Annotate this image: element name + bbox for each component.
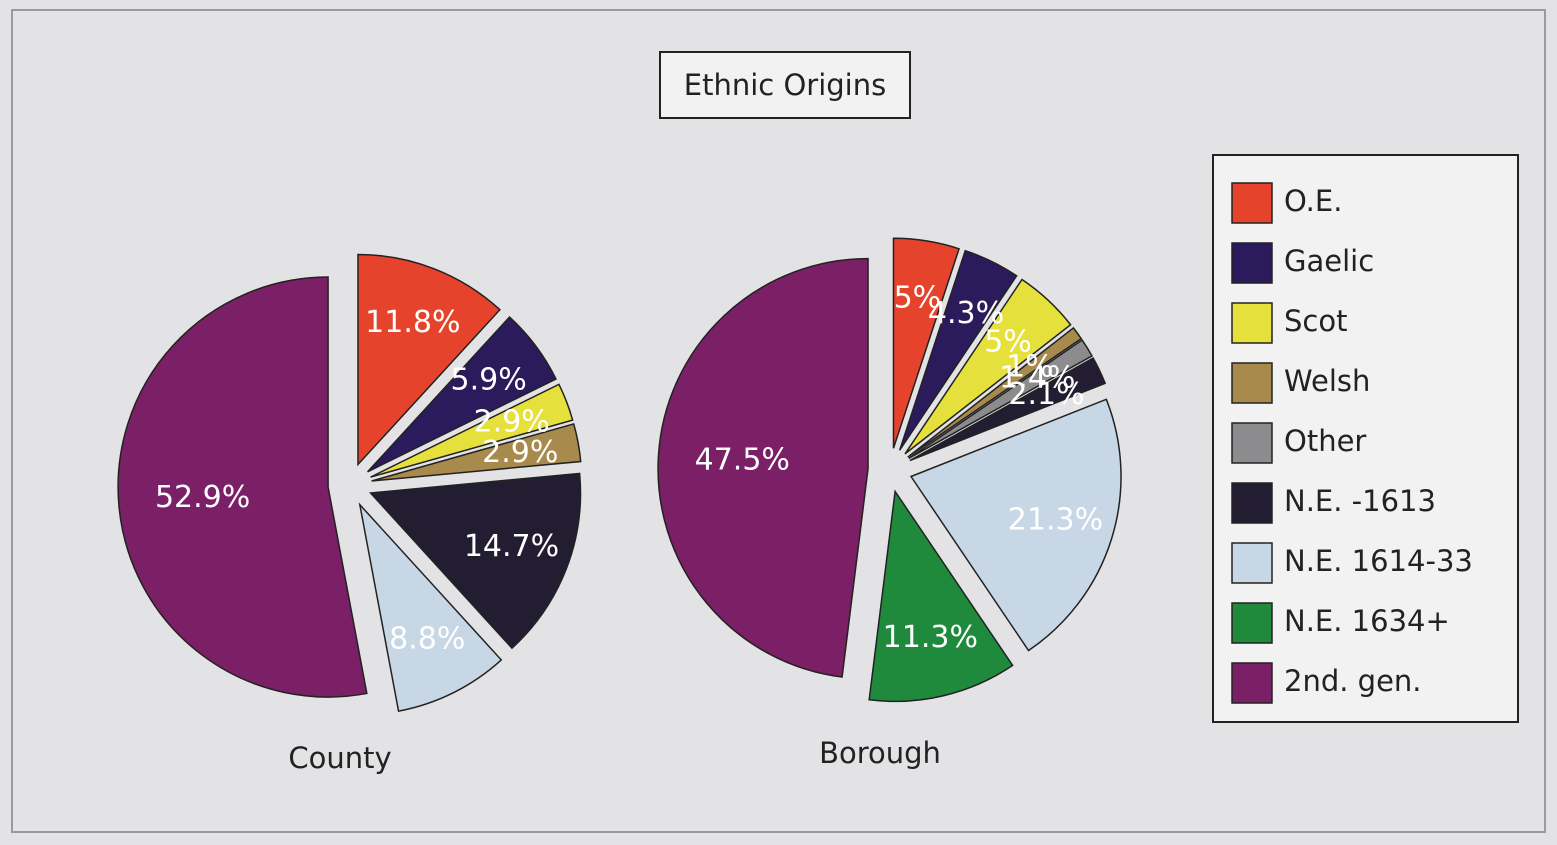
legend-swatch bbox=[1231, 182, 1273, 224]
legend-label: N.E. -1613 bbox=[1284, 484, 1436, 518]
chart-title: Ethnic Origins bbox=[684, 68, 886, 102]
legend-label: Welsh bbox=[1284, 364, 1370, 398]
data-label: 5.9% bbox=[450, 363, 526, 398]
data-label: 4.3% bbox=[928, 296, 1004, 331]
legend-swatch bbox=[1231, 602, 1273, 644]
pie-slice bbox=[868, 489, 1014, 703]
pie-slice bbox=[898, 249, 1018, 451]
data-label: 21.3% bbox=[1008, 503, 1103, 538]
legend-label: 2nd. gen. bbox=[1284, 664, 1422, 698]
pie-slice bbox=[892, 237, 961, 449]
data-label: 11.3% bbox=[883, 620, 978, 655]
legend-swatch bbox=[1231, 662, 1273, 704]
pie-slice bbox=[370, 383, 574, 478]
data-label: 52.9% bbox=[155, 480, 250, 515]
pie-slice bbox=[657, 257, 869, 678]
legend-swatch bbox=[1231, 482, 1273, 524]
legend-swatch bbox=[1231, 542, 1273, 584]
data-label: 47.5% bbox=[695, 442, 790, 477]
data-label: 1.4% bbox=[999, 360, 1075, 395]
title-box bbox=[659, 51, 911, 119]
legend-label: O.E. bbox=[1284, 184, 1342, 218]
pie-slice bbox=[117, 276, 368, 698]
data-label: 1% bbox=[1006, 349, 1054, 384]
pie-slice bbox=[371, 422, 582, 482]
data-label: 2.9% bbox=[474, 404, 550, 439]
pie-slice bbox=[368, 472, 582, 650]
pie-slice bbox=[909, 357, 1107, 462]
data-label: 14.7% bbox=[464, 529, 559, 564]
legend-label: Scot bbox=[1284, 304, 1347, 338]
data-label: 2.9% bbox=[482, 435, 558, 470]
pie-slice bbox=[907, 326, 1083, 458]
pie-label: County bbox=[288, 741, 391, 775]
chart-frame bbox=[11, 9, 1546, 833]
pie-slice bbox=[908, 339, 1094, 460]
legend-swatch bbox=[1231, 242, 1273, 284]
data-label: 2.1% bbox=[1008, 377, 1084, 412]
pie-slice bbox=[909, 398, 1122, 652]
data-label: 11.8% bbox=[365, 305, 460, 340]
legend-swatch bbox=[1231, 422, 1273, 464]
data-label: 5% bbox=[984, 325, 1032, 360]
pie-slice bbox=[357, 253, 501, 467]
data-label: 5% bbox=[894, 280, 942, 315]
pie-label: Borough bbox=[819, 736, 941, 770]
data-label: 8.8% bbox=[389, 622, 465, 657]
legend-label: Other bbox=[1284, 424, 1366, 458]
legend-swatch bbox=[1231, 362, 1273, 404]
pie-slice bbox=[904, 278, 1072, 455]
pie-slice bbox=[358, 502, 503, 712]
legend-label: N.E. 1634+ bbox=[1284, 604, 1450, 638]
legend-swatch bbox=[1231, 302, 1273, 344]
legend-label: N.E. 1614-33 bbox=[1284, 544, 1473, 578]
legend-label: Gaelic bbox=[1284, 244, 1374, 278]
pie-slice bbox=[367, 315, 558, 473]
